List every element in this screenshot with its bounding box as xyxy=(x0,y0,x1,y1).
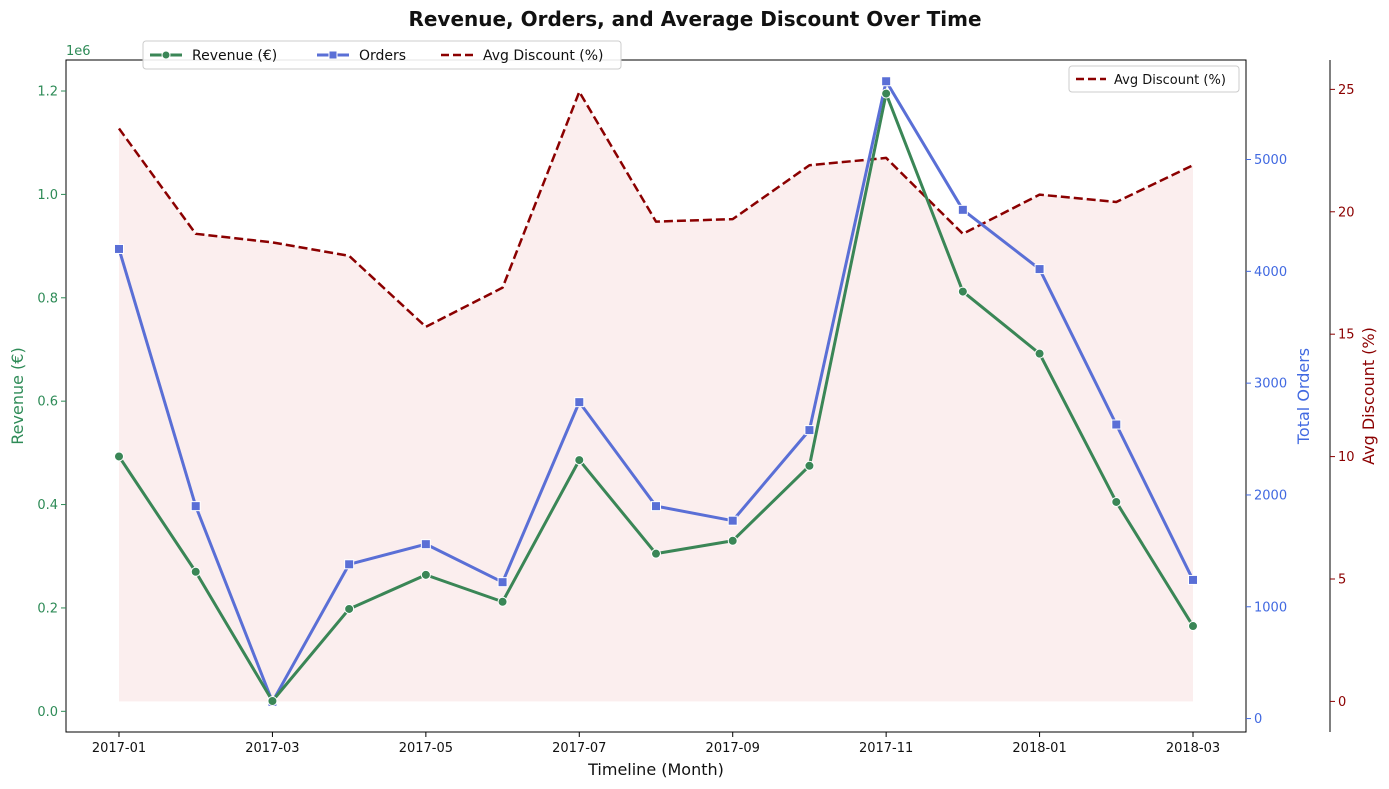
legend-main-box xyxy=(142,40,622,70)
revenue-point xyxy=(114,451,124,462)
orders-point xyxy=(1034,264,1045,275)
legend-label-revenue: Revenue (€) xyxy=(192,48,277,64)
x-tick-label: 2017-07 xyxy=(552,741,606,756)
orders-point xyxy=(804,425,815,436)
orders-axis-label: Total Orders xyxy=(1294,348,1313,445)
revenue-point xyxy=(881,88,892,99)
x-tick-label: 2017-11 xyxy=(859,741,913,756)
legend-label-discount: Avg Discount (%) xyxy=(483,48,604,64)
revenue-point xyxy=(1111,496,1122,507)
revenue-point xyxy=(651,548,661,559)
x-tick-label: 2018-03 xyxy=(1166,741,1220,756)
discount-tick-label: 20 xyxy=(1338,205,1355,220)
orders-point xyxy=(344,559,355,570)
orders-point xyxy=(881,76,892,87)
revenue-point xyxy=(1034,348,1045,359)
x-axis-ticks: 2017-01 2017-03 2017-05 2017-07 2017-09 2017-… xyxy=(92,732,1220,756)
revenue-point xyxy=(957,286,968,297)
orders-axis-ticks: 0 1000 2000 3000 4000 5000 xyxy=(1246,153,1287,727)
revenue-point xyxy=(190,566,201,577)
revenue-tick-label: 1.0 xyxy=(37,188,58,203)
revenue-point xyxy=(420,569,431,580)
revenue-point xyxy=(727,535,738,546)
discount-fill-layer xyxy=(119,91,1193,702)
orders-point xyxy=(497,577,508,588)
orders-point xyxy=(1188,574,1198,585)
discount-tick-label: 0 xyxy=(1338,695,1346,710)
orders-tick-label: 2000 xyxy=(1254,488,1287,503)
orders-tick-label: 4000 xyxy=(1254,265,1287,280)
legend-main: Revenue (€) Orders Avg Discount (%) xyxy=(142,40,622,70)
orders-tick-label: 3000 xyxy=(1254,377,1287,392)
orders-point xyxy=(651,501,661,512)
revenue-tick-label: 1.2 xyxy=(37,85,58,100)
x-tick-label: 2017-01 xyxy=(92,741,146,756)
x-tick-label: 2017-03 xyxy=(245,741,299,756)
orders-point xyxy=(114,243,124,254)
revenue-point xyxy=(1188,621,1198,632)
orders-point xyxy=(190,501,201,512)
plot-frame xyxy=(65,59,1247,733)
discount-tick-label: 10 xyxy=(1338,450,1355,465)
revenue-point xyxy=(497,596,508,607)
series-layer xyxy=(114,76,1198,707)
revenue-tick-label: 0.8 xyxy=(37,291,58,306)
x-tick-label: 2018-01 xyxy=(1012,741,1066,756)
discount-series-line xyxy=(117,90,1194,329)
x-axis-label: Timeline (Month) xyxy=(587,760,724,779)
orders-tick-label: 1000 xyxy=(1254,600,1287,615)
orders-point xyxy=(727,515,738,526)
revenue-tick-label: 0.4 xyxy=(37,498,58,513)
discount-tick-label: 25 xyxy=(1338,83,1355,98)
revenue-tick-label: 0.0 xyxy=(37,705,58,720)
legend-secondary: Avg Discount (%) xyxy=(1068,65,1240,93)
legend-marker-revenue xyxy=(161,50,171,60)
discount-axis-ticks: 0 5 10 15 20 25 xyxy=(1330,83,1355,710)
discount-area-fill xyxy=(119,91,1193,702)
orders-tick-label: 0 xyxy=(1254,712,1262,727)
discount-tick-label: 5 xyxy=(1338,572,1346,587)
revenue-point xyxy=(267,695,278,706)
legend-secondary-label: Avg Discount (%) xyxy=(1114,73,1226,88)
revenue-point xyxy=(804,460,815,471)
chart-title: Revenue, Orders, and Average Discount Ov… xyxy=(408,7,981,31)
revenue-tick-label: 0.2 xyxy=(37,601,58,616)
revenue-scale-label: 1e6 xyxy=(66,44,91,59)
orders-point xyxy=(574,397,585,408)
discount-axis-label: Avg Discount (%) xyxy=(1359,327,1378,465)
revenue-point xyxy=(344,603,355,614)
legend-label-orders: Orders xyxy=(359,48,406,64)
orders-point xyxy=(420,539,431,550)
orders-tick-label: 5000 xyxy=(1254,153,1287,168)
revenue-point xyxy=(574,455,585,466)
orders-point xyxy=(1111,419,1122,430)
legend-marker-orders xyxy=(328,50,338,60)
x-tick-label: 2017-05 xyxy=(399,741,453,756)
legend-secondary-box xyxy=(1068,65,1240,93)
revenue-axis-label: Revenue (€) xyxy=(8,347,27,444)
orders-point xyxy=(957,204,968,215)
discount-tick-label: 15 xyxy=(1338,328,1355,343)
x-tick-label: 2017-09 xyxy=(706,741,760,756)
revenue-axis-ticks: 0.0 0.2 0.4 0.6 0.8 1.0 1.2 xyxy=(37,85,66,720)
revenue-tick-label: 0.6 xyxy=(37,395,58,410)
